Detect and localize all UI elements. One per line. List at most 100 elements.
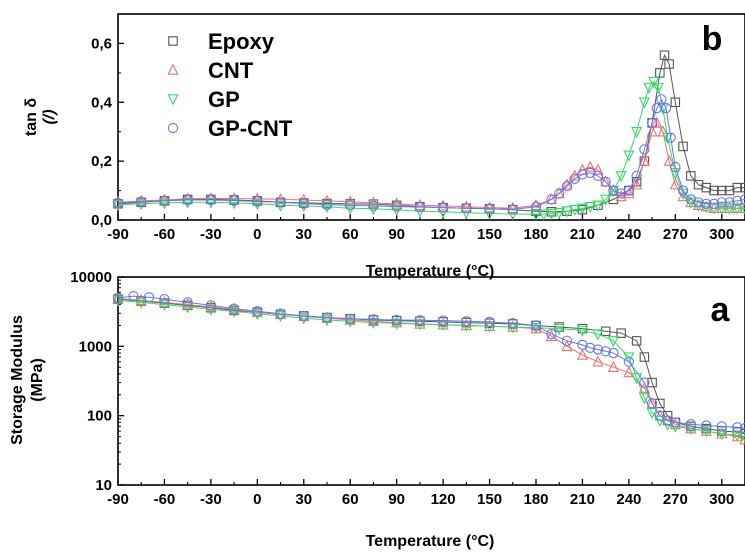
x-tick-label: 90 [388, 491, 405, 508]
panel-b-series [112, 50, 745, 221]
data-point-gp [648, 76, 660, 89]
x-tick-label: 180 [523, 226, 548, 243]
data-point-gp-cnt [592, 170, 604, 182]
x-tick-label: -30 [200, 226, 222, 243]
data-point-gp-cnt [530, 320, 542, 331]
data-point-gp-cnt [345, 313, 356, 324]
data-point-cnt [251, 192, 263, 204]
data-point-epoxy [664, 59, 674, 69]
data-point-cnt [391, 316, 403, 328]
data-point-gp-cnt [507, 204, 518, 215]
data-point-epoxy [554, 322, 564, 332]
data-point-gp [731, 430, 743, 442]
data-point-gp [569, 204, 581, 217]
panel-a-y-axis-title: Storage Modulus [9, 315, 26, 445]
data-point-gp [576, 325, 589, 337]
data-point-gp-cnt [136, 196, 147, 207]
data-point-gp [652, 82, 664, 95]
data-point-epoxy [732, 182, 743, 193]
data-point-gp [158, 198, 171, 210]
data-point-epoxy [647, 377, 657, 388]
legend: Epoxy CNT GP GP-CNT [167, 29, 293, 141]
data-point-cnt [739, 433, 745, 445]
data-point-cnt [391, 197, 403, 209]
data-point-gp-cnt [321, 199, 333, 210]
data-point-gp [576, 203, 589, 215]
panel-b-tan-delta: -90 -60 -30 0 30 60 90 120 150 180 210 240 270 300 0,0… [23, 13, 745, 280]
data-point-gp-cnt [660, 103, 672, 114]
data-point-gp-cnt [112, 292, 124, 304]
data-point-gp-cnt [554, 188, 565, 199]
data-point-gp [251, 309, 263, 321]
x-tick-label: 30 [295, 226, 312, 243]
data-point-gp [530, 323, 542, 335]
data-point-gp-cnt [252, 306, 263, 317]
data-point-gp [700, 202, 712, 214]
data-point-gp-cnt [128, 290, 139, 302]
data-point-gp [483, 208, 496, 220]
x-tick-label: 300 [709, 491, 734, 508]
data-point-gp [298, 313, 310, 325]
data-point-epoxy [631, 176, 642, 187]
data-point-cnt [158, 193, 171, 205]
data-point-gp [251, 199, 263, 211]
legend-label-epoxy: Epoxy [208, 29, 275, 54]
data-point-gp-cnt [228, 195, 240, 206]
data-point-gp [716, 428, 728, 441]
panel-b-ticks: -90 -60 -30 0 30 60 90 120 150 180 210 240 270 300 0,0… [91, 35, 745, 243]
data-point-cnt [561, 339, 573, 352]
x-tick-label: 120 [431, 226, 456, 243]
data-point-gp-cnt [569, 173, 580, 184]
data-point-gp-cnt [143, 292, 155, 303]
data-point-cnt [112, 195, 124, 208]
panel-a-y-axis-unit: (MPa) [29, 358, 46, 402]
data-point-gp [158, 299, 171, 312]
data-point-cnt [592, 163, 604, 175]
x-tick-label: 60 [342, 226, 359, 243]
data-point-gp-cnt [693, 197, 704, 208]
data-point-gp-cnt [461, 203, 472, 214]
data-point-gp-cnt [732, 422, 743, 433]
data-point-gp [692, 200, 705, 212]
data-point-cnt [344, 313, 356, 325]
data-point-epoxy [631, 336, 642, 346]
panel-a-plot-frame [117, 276, 745, 486]
data-point-cnt [607, 360, 619, 372]
data-point-gp [298, 201, 310, 213]
data-point-gp [205, 197, 217, 209]
panel-b-label: b [702, 20, 723, 58]
panel-a-label: a [711, 291, 731, 329]
data-point-gp-cnt [631, 170, 642, 182]
legend-marker-gp [167, 94, 179, 106]
x-tick-label: 60 [342, 491, 359, 508]
data-point-gp-cnt [600, 346, 611, 357]
data-point-gp [643, 82, 655, 95]
data-point-gp [592, 200, 604, 212]
data-point-cnt [460, 200, 472, 212]
x-tick-label: -60 [154, 491, 176, 508]
data-point-gp [631, 373, 643, 385]
data-point-gp [623, 150, 635, 162]
data-point-gp [662, 132, 674, 145]
data-point-gp [584, 202, 596, 214]
x-tick-label: 270 [663, 226, 688, 243]
data-point-gp-cnt [646, 398, 658, 409]
data-point-cnt [638, 154, 650, 166]
x-tick-label: -90 [107, 491, 129, 508]
x-tick-label: 0 [253, 226, 261, 243]
y-tick-label: 10000 [70, 269, 112, 286]
data-point-gp [600, 194, 612, 206]
data-point-gp-cnt [623, 356, 635, 367]
x-tick-label: 30 [295, 491, 312, 508]
data-point-epoxy [686, 171, 696, 181]
data-point-gp-cnt [623, 185, 635, 196]
data-point-cnt [545, 329, 558, 341]
data-point-gp [631, 126, 643, 139]
data-point-gp-cnt [546, 194, 557, 205]
data-point-gp [344, 203, 356, 215]
series-line-cnt [117, 298, 745, 441]
data-point-gp [592, 329, 604, 341]
data-point-gp-cnt [252, 196, 263, 207]
data-point-gp-cnt [437, 202, 449, 213]
